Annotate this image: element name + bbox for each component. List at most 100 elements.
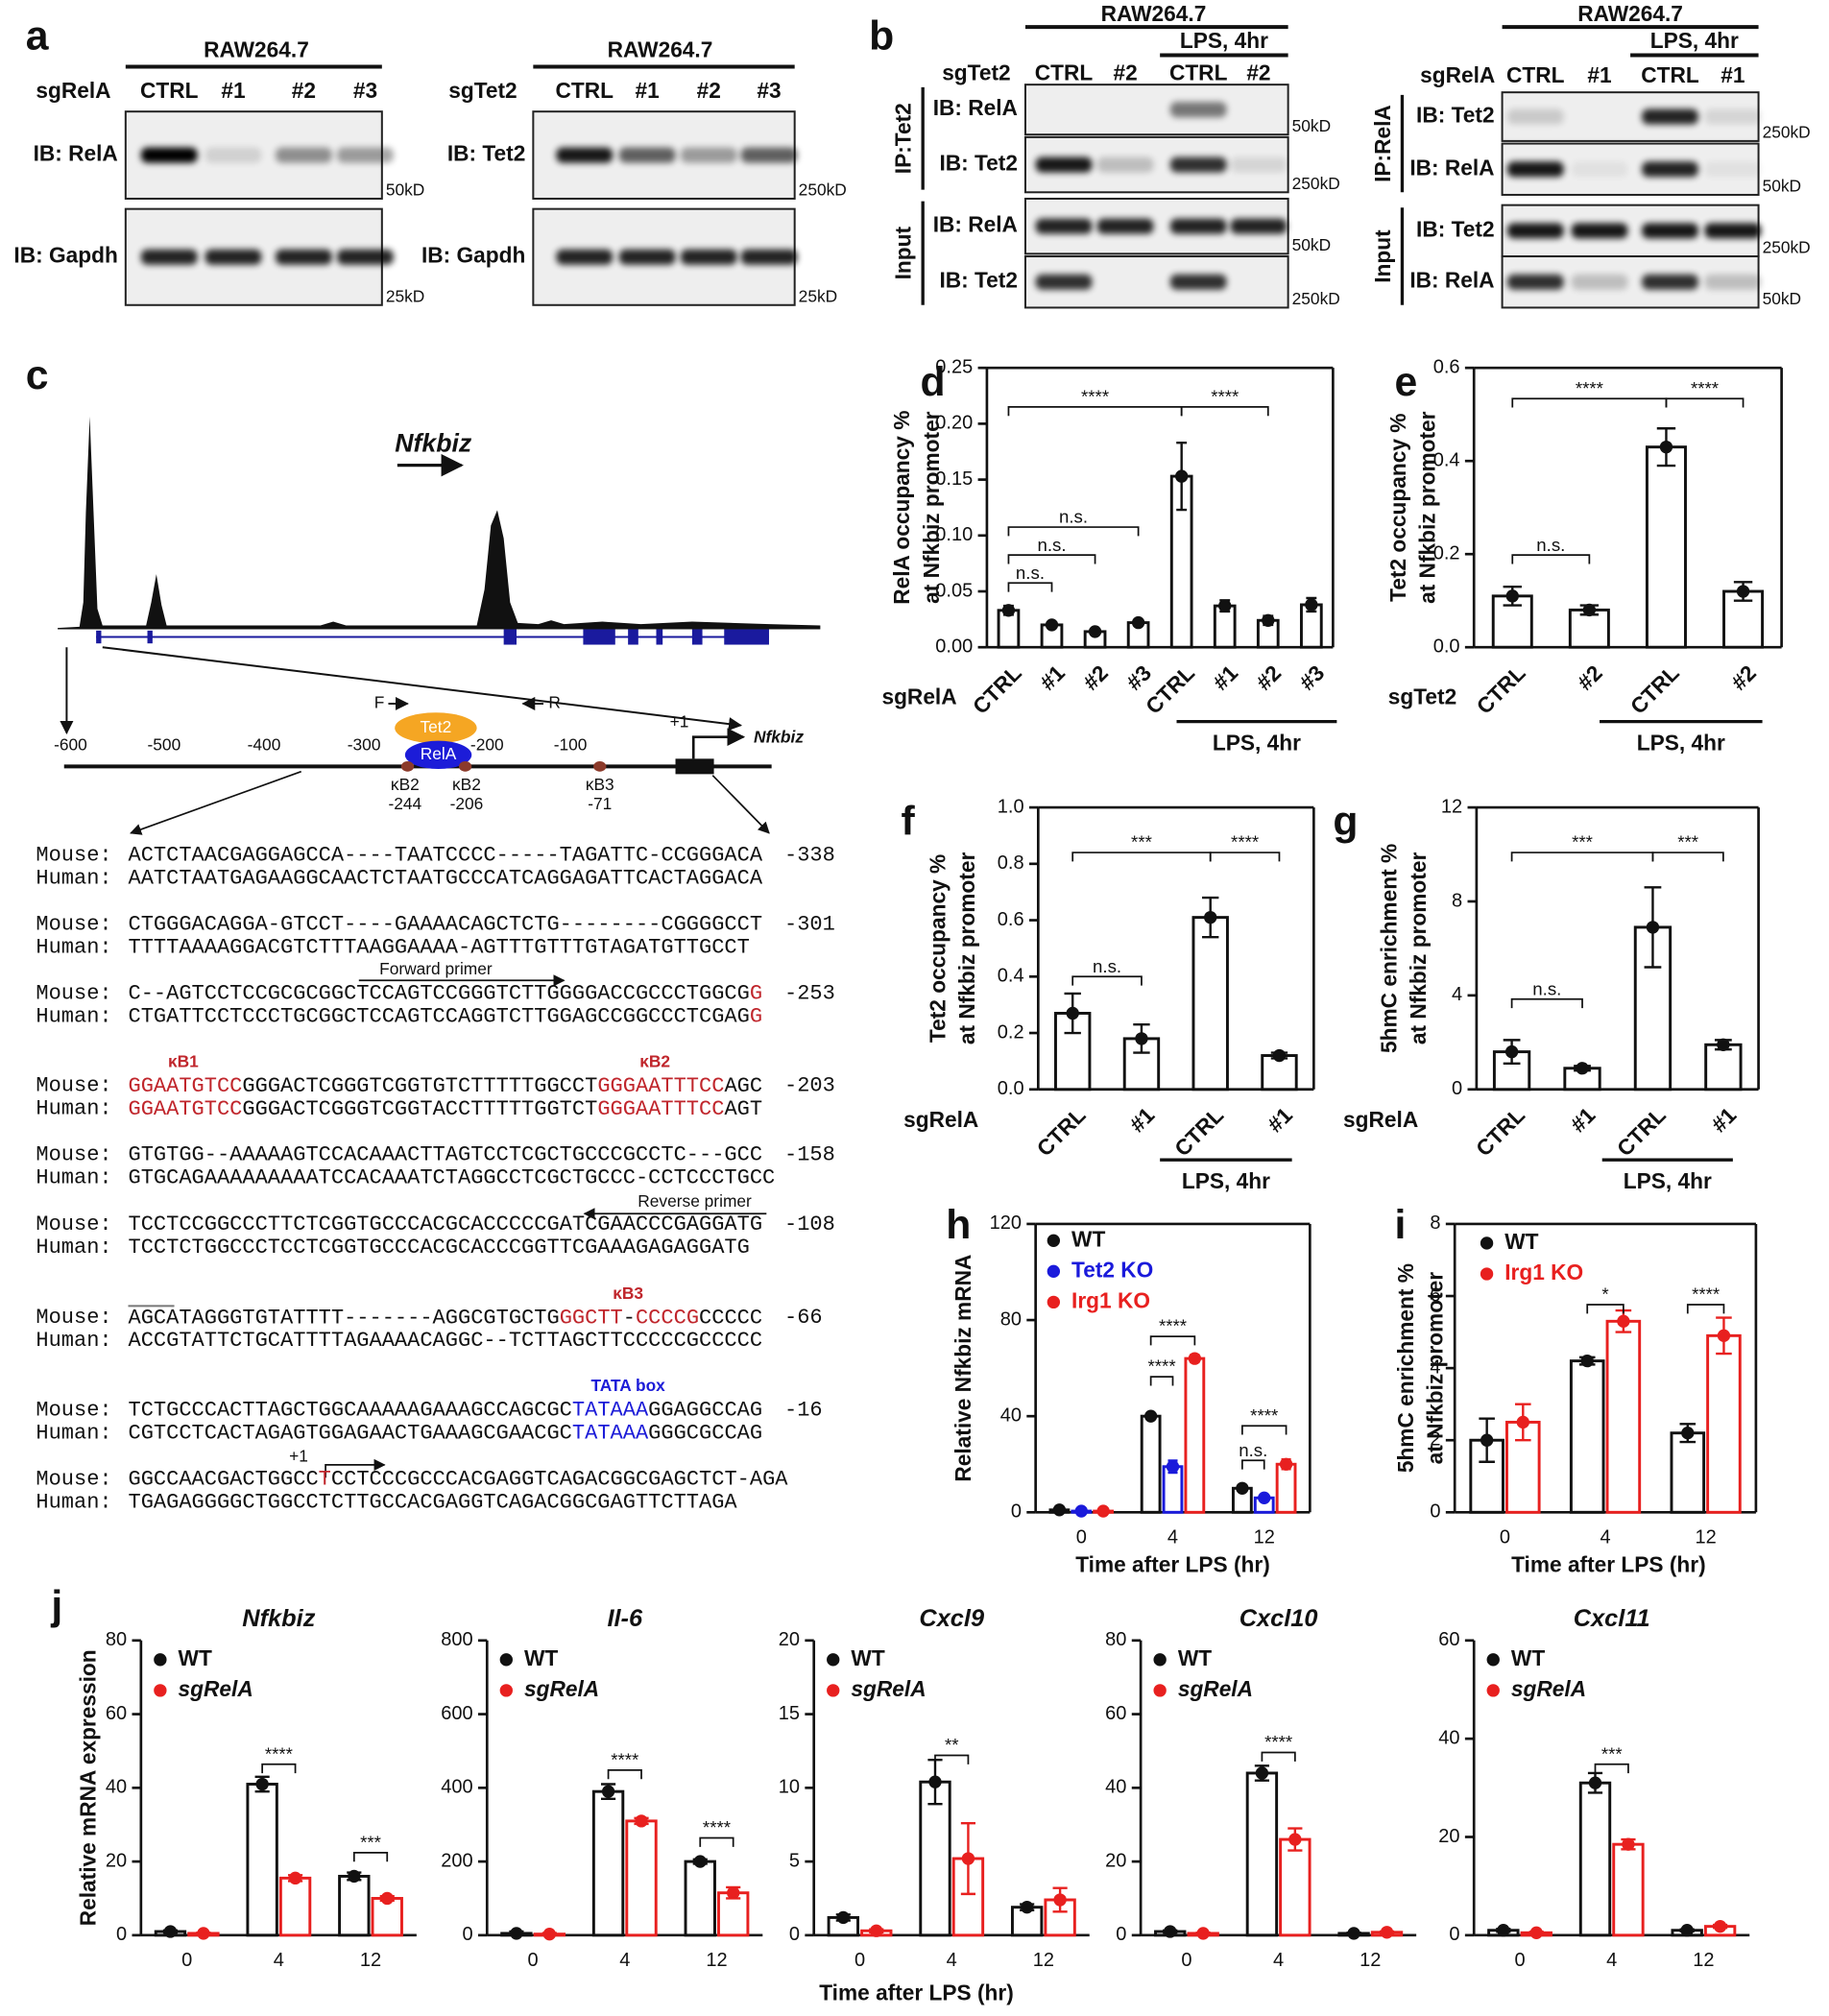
significance-bracket [1511,554,1591,564]
band [1571,223,1628,239]
y-tick-label: 600 [441,1703,472,1724]
data-point [635,1814,648,1828]
species-label: Mouse: [36,1398,111,1422]
sg-label: sgRelA [36,78,110,103]
band [1169,274,1227,290]
section-label: IP:RelA [1370,105,1395,182]
species-label: Human: [36,1236,111,1260]
y-tick-label: 0.10 [935,524,973,545]
significance-bracket [1007,582,1053,592]
x-tick-label: #2 [1251,660,1286,695]
y-axis-label: at Nfkbiz promoter [954,852,979,1045]
bar [1140,1414,1162,1514]
primer-note: Reverse primer [638,1191,752,1211]
significance-bracket [1510,997,1583,1009]
sg-label: sgTet2 [942,60,1010,84]
y-tick-label: 20 [779,1629,800,1650]
panel-label: g [1333,799,1358,845]
bar [1612,1842,1645,1937]
position-label: -301 [784,912,835,936]
bar [338,1874,371,1937]
y-tick-label: 0 [462,1924,472,1945]
bar [591,1789,625,1937]
x-tick-label: 4 [1606,1950,1617,1971]
sequence: GTGTGG--AAAAAGTCCACAAACTTAGTCCTCGCTGCCCG… [128,1143,762,1167]
x-tick-label: CTRL [1472,660,1530,719]
x-tick-label: CTRL [1612,1102,1671,1161]
band [1506,161,1564,178]
x-tick-label: #2 [1078,660,1113,695]
species-label: Mouse: [36,1212,111,1236]
significance-label: n.s. [1093,956,1121,976]
y-tick-label: 120 [990,1212,1022,1234]
significance-label: **** [1211,387,1239,407]
significance-bracket [261,1763,297,1774]
position-label: -338 [784,843,835,867]
tet2-shape [395,712,477,744]
x-tick-label: CTRL [1625,660,1684,719]
blot-header: RAW264.7 [1101,1,1207,26]
position-label: -108 [784,1212,835,1236]
legend-label: Irg1 KO [1071,1287,1150,1312]
significance-label: n.s. [1536,535,1565,555]
blot-row-label: IB: Tet2 [1416,216,1495,241]
x-tick-label: 4 [1273,1950,1284,1971]
significance-bracket [1261,1751,1296,1762]
significance-bracket [1007,406,1183,417]
band [276,249,332,265]
band [1506,274,1564,290]
site [593,761,607,772]
band [1169,218,1227,234]
significance-bracket [1007,526,1140,537]
significance-bracket [1665,397,1745,408]
species-label: Human: [36,1166,111,1190]
significance-bracket [1651,852,1724,862]
data-point [870,1924,883,1937]
species-label: Mouse: [36,1074,111,1098]
section-label: Input [890,227,915,280]
chart-title: Il-6 [607,1605,643,1632]
sequence: TCCTCTGGCCCTCCTCGGTGCCCACGCACCCGGTTCGAAA… [128,1236,749,1260]
tss-arrow [691,728,746,759]
sequence: GTGCAGAAAAAAAAATCCACAAATCTAGGCCTCGCTGCCC… [128,1166,775,1190]
species-label: Human: [36,1097,111,1121]
position-label: -66 [784,1306,823,1330]
data-point [727,1886,740,1900]
zoom-line [102,646,743,732]
significance-label: *** [1572,832,1593,852]
lane-label: #2 [697,78,721,103]
x-axis-label: Time after LPS (hr) [819,1980,1014,2004]
species-label: Mouse: [36,1306,111,1330]
x-tick-label: CTRL [968,660,1026,719]
panel-label: c [26,352,49,398]
blot-row-label: IB: Tet2 [939,151,1018,176]
x-tick-label: 12 [1693,1950,1714,1971]
y-axis-label: Tet2 occupancy % [1385,414,1410,602]
significance-bracket [1586,1304,1624,1314]
protein-label: RelA [421,744,457,763]
x-axis-label: Time after LPS (hr) [1075,1551,1270,1576]
legend-marker [827,1684,840,1697]
x-row-label: sgRelA [881,684,956,709]
significance-bracket [607,1769,642,1780]
blot-box [1023,84,1289,136]
y-tick-label: 0.8 [998,852,1024,874]
y-tick-label: 8 [1452,890,1462,911]
data-point [1001,604,1016,617]
primer-label: F [374,693,385,712]
position-label: +1 [670,712,689,732]
y-tick-label: 12 [1441,796,1462,817]
x-tick-label: CTRL [1031,1102,1090,1161]
x-tick-label: 12 [1033,1950,1054,1971]
blot-row-label: IB: Tet2 [447,141,526,166]
legend-label: sgRelA [851,1676,926,1701]
group-label: LPS, 4hr [1624,1168,1712,1193]
significance-label: *** [1131,832,1152,852]
species-label: Human: [36,1421,111,1445]
blot-header: RAW264.7 [1577,1,1683,26]
marker-label: 50kD [1292,116,1332,135]
y-axis-label: Relative Nfkbiz mRNA [951,1255,975,1482]
data-point [163,1925,178,1938]
y-axis-label: at Nfkbiz promoter [1406,852,1431,1045]
panel-label: j [50,1583,62,1629]
